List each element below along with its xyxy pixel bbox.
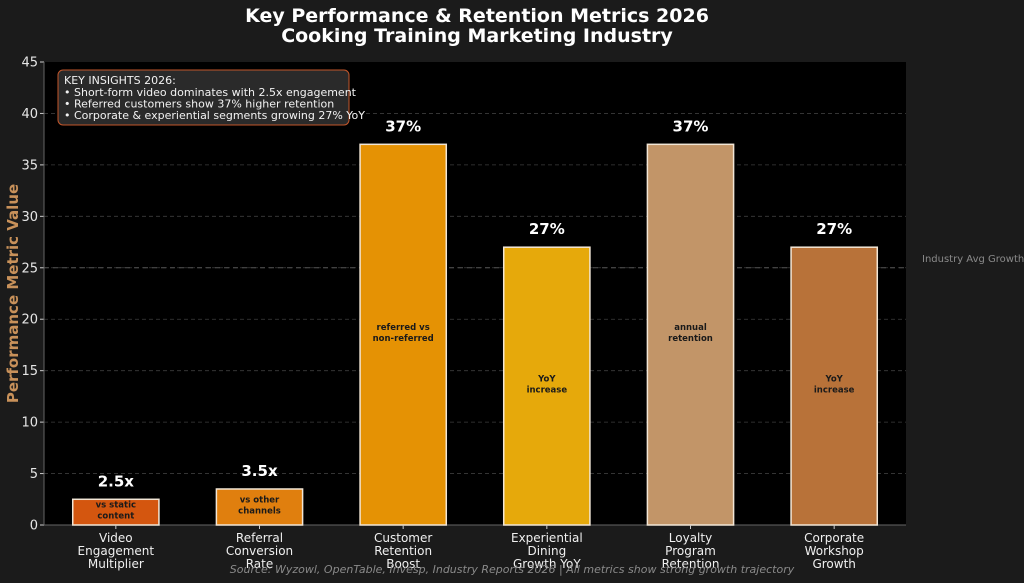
y-axis-label: Performance Metric Value — [4, 184, 22, 403]
bar-note-label: referred vs — [377, 323, 430, 333]
bar-note-label: retention — [668, 334, 713, 344]
bar-value-label: 2.5x — [98, 472, 135, 490]
x-tick-label: Loyalty — [669, 531, 712, 545]
bar — [646, 143, 735, 526]
insights-heading: KEY INSIGHTS 2026: — [64, 74, 176, 87]
x-tick-label: Growth — [812, 557, 855, 571]
y-tick-label: 5 — [30, 467, 38, 482]
y-tick-label: 30 — [21, 210, 38, 225]
bar-note-label: YoY — [537, 375, 556, 385]
insights-line: • Corporate & experiential segments grow… — [64, 109, 365, 122]
x-tick-label: Video — [99, 531, 133, 545]
bar-note-label: non-referred — [373, 334, 434, 344]
x-tick-label: Dining — [527, 544, 566, 558]
bar-value-label: 37% — [385, 117, 421, 135]
bar-note-label: increase — [814, 386, 855, 396]
y-tick-label: 40 — [21, 107, 38, 122]
bar-note-label: channels — [238, 506, 281, 516]
y-tick-label: 15 — [21, 364, 38, 379]
x-tick-label: Retention — [662, 557, 720, 571]
bar-note-label: YoY — [824, 375, 843, 385]
plot-area — [44, 62, 906, 525]
bar-note-label: vs static — [96, 501, 136, 511]
source-note: Source: Wyzowl, OpenTable, Invesp, Indus… — [230, 563, 795, 576]
bar — [71, 498, 160, 526]
chart-subtitle: Cooking Training Marketing Industry — [281, 25, 673, 47]
bar-note-label: increase — [527, 386, 568, 396]
x-tick-label: Rate — [246, 557, 274, 571]
bar-note-label: annual — [674, 323, 707, 333]
bar-value-label: 3.5x — [241, 462, 278, 480]
y-tick-label: 10 — [21, 416, 38, 431]
bar — [502, 246, 591, 526]
x-tick-label: Corporate — [804, 531, 864, 545]
bar-value-label: 27% — [816, 220, 852, 238]
y-tick-label: 20 — [21, 313, 38, 328]
y-tick-label: 45 — [21, 56, 38, 71]
bar-value-label: 37% — [673, 117, 709, 135]
x-tick-label: Boost — [386, 557, 420, 571]
insights-box — [57, 69, 350, 126]
insights-line: • Short-form video dominates with 2.5x e… — [64, 86, 357, 99]
bar-value-label: 27% — [529, 220, 565, 238]
y-tick-label: 25 — [21, 261, 38, 276]
bar-note-label: vs other — [240, 495, 280, 505]
x-tick-label: Workshop — [805, 544, 864, 558]
y-tick-label: 35 — [21, 158, 38, 173]
x-tick-label: Conversion — [226, 544, 293, 558]
bar-note-label: content — [97, 512, 134, 522]
chart-title: Key Performance & Retention Metrics 2026 — [245, 5, 709, 27]
insights-line: • Referred customers show 37% higher ret… — [64, 98, 334, 111]
x-tick-label: Engagement — [78, 544, 155, 558]
x-tick-label: Experiential — [511, 531, 583, 545]
x-tick-label: Growth YoY — [513, 557, 581, 571]
x-tick-label: Retention — [374, 544, 432, 558]
x-tick-label: Referral — [236, 531, 283, 545]
x-tick-label: Program — [665, 544, 716, 558]
bar — [790, 246, 879, 526]
reference-line-label: Industry Avg Growth — [922, 254, 1024, 265]
x-tick-label: Customer — [374, 531, 432, 545]
bar — [359, 143, 448, 526]
x-tick-label: Multiplier — [88, 557, 144, 571]
y-tick-label: 0 — [30, 519, 38, 534]
